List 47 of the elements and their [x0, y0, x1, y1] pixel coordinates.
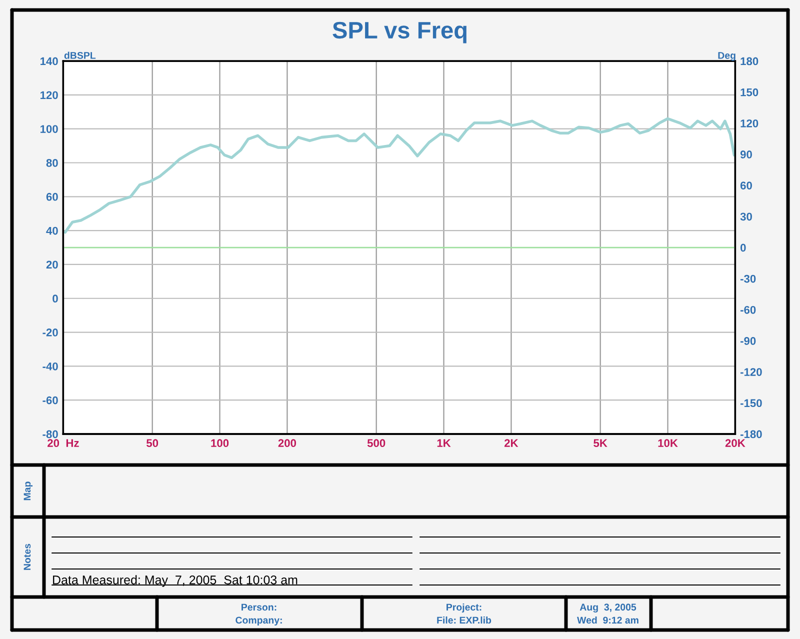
x-tick-label: 10K	[658, 439, 678, 448]
y-tick-label: -60	[42, 396, 58, 404]
y-tick-label: -20	[42, 328, 58, 336]
text: Wed 9:12 am	[577, 616, 638, 624]
y2-tick-label: 0	[740, 244, 746, 252]
y-tick-label: -80	[42, 430, 58, 438]
text: Notes	[24, 544, 31, 570]
y-axis-title: dBSPL	[64, 52, 96, 59]
text: Map	[24, 482, 33, 500]
y2-tick-label: 120	[740, 119, 758, 128]
y2-axis-title: Deg	[718, 52, 736, 61]
text: Project:	[446, 603, 482, 613]
text: Data Measured: May 7, 2005 Sat 10:03 am	[53, 575, 298, 587]
y2-tick-label: -180	[740, 430, 762, 438]
chart-title: SPL vs Freq	[332, 22, 466, 44]
y2-tick-label: 90	[740, 150, 752, 158]
y2-tick-label: -60	[740, 306, 756, 314]
x-tick-label: 200	[278, 439, 296, 448]
x-tick-label: 1K	[437, 439, 451, 447]
y2-tick-label: -150	[740, 399, 762, 408]
y-tick-label: 120	[40, 91, 58, 100]
y-tick-label: 0	[52, 294, 58, 303]
y-tick-label: 60	[46, 192, 58, 201]
y2-tick-label: 30	[740, 212, 752, 221]
y2-tick-label: 60	[740, 182, 752, 190]
x-tick-label: 50	[146, 439, 158, 448]
y-tick-label: 80	[46, 159, 58, 167]
y2-tick-label: -30	[740, 274, 756, 283]
text: Person:	[242, 604, 276, 611]
y2-tick-label: 180	[740, 57, 758, 66]
y2-tick-label: -120	[740, 368, 762, 376]
x-tick-label: 5K	[594, 439, 608, 448]
y-tick-label: 100	[40, 125, 58, 133]
y-tick-label: -40	[42, 362, 58, 370]
text: Aug 3, 2005	[580, 604, 636, 613]
y2-tick-label: -90	[740, 337, 756, 345]
y2-tick-label: 150	[740, 88, 758, 96]
x-tick-label: 500	[367, 439, 386, 448]
x-tick-label: 20K	[725, 439, 746, 448]
y-tick-label: 140	[40, 57, 58, 66]
x-tick-label: 2K	[504, 439, 518, 447]
x-tick-label: 20 Hz	[48, 439, 79, 448]
x-tick-label: 100	[211, 439, 229, 448]
y-tick-label: 20	[46, 260, 58, 269]
text: File: EXP.lib	[437, 616, 492, 624]
y-tick-label: 40	[46, 226, 58, 235]
text: Company:	[236, 616, 282, 626]
